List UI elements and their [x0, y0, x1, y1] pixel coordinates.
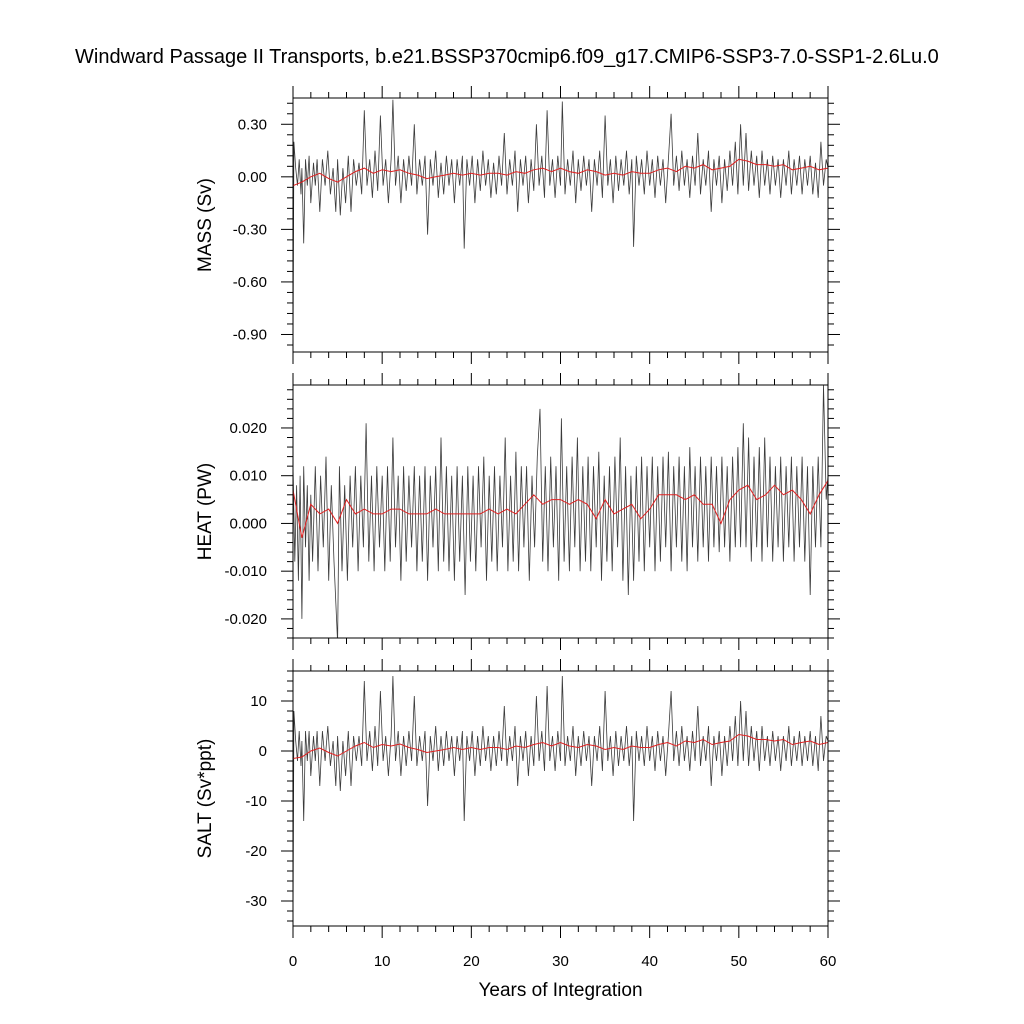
- salt-ytick-label: -20: [245, 843, 267, 860]
- heat-ytick-label: -0.010: [224, 563, 267, 580]
- salt-ytick-label: 0: [259, 743, 267, 760]
- mass-plot-frame: [292, 97, 829, 353]
- mass-ytick-label: 0.00: [238, 169, 267, 186]
- heat-ytick-label: 0.020: [229, 420, 267, 437]
- x-axis-label: Years of Integration: [478, 980, 642, 1001]
- salt-xtick-label: 0: [289, 953, 297, 970]
- heat-ytick-label: 0.010: [229, 468, 267, 485]
- heat-plot-frame: [292, 384, 829, 639]
- salt-annual-line: [293, 733, 828, 759]
- salt-y-axis-label: SALT (Sv*ppt): [195, 739, 216, 859]
- mass-ytick-label: -0.60: [233, 274, 267, 291]
- salt-xtick-label: 30: [552, 953, 569, 970]
- salt-monthly-line: [293, 675, 828, 926]
- salt-ytick-label: -10: [245, 793, 267, 810]
- heat-ytick-label: 0.000: [229, 515, 267, 532]
- salt-ytick-label: 10: [250, 693, 267, 710]
- heat-monthly-line: [293, 385, 828, 638]
- chart-title: Windward Passage II Transports, b.e21.BS…: [75, 46, 939, 68]
- salt-ytick-label: -30: [245, 893, 267, 910]
- mass-y-axis-label: MASS (Sv): [195, 178, 216, 272]
- salt-plot-frame: [292, 670, 829, 927]
- heat-annual-line: [293, 480, 828, 538]
- mass-ytick-label: -0.90: [233, 326, 267, 343]
- mass-ytick-label: 0.30: [238, 116, 267, 133]
- salt-xtick-label: 20: [463, 953, 480, 970]
- mass-annual-line: [293, 158, 828, 187]
- mass-ytick-label: -0.30: [233, 221, 267, 238]
- salt-xtick-label: 60: [820, 953, 837, 970]
- salt-xtick-label: 40: [641, 953, 658, 970]
- salt-xtick-label: 50: [730, 953, 747, 970]
- salt-xtick-label: 10: [374, 953, 391, 970]
- heat-y-axis-label: HEAT (PW): [195, 463, 216, 560]
- mass-monthly-line: [293, 99, 828, 352]
- heat-ytick-label: -0.020: [224, 611, 267, 628]
